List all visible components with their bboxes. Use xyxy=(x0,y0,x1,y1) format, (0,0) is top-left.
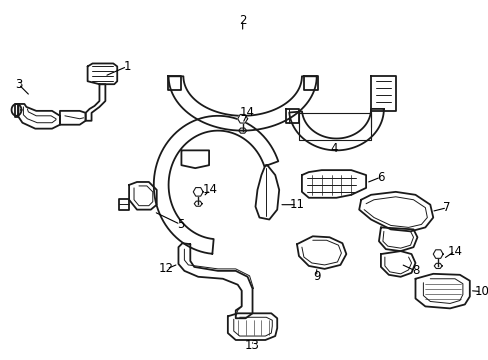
Text: 14: 14 xyxy=(240,106,255,120)
Polygon shape xyxy=(119,199,129,210)
Polygon shape xyxy=(129,182,157,210)
Text: 14: 14 xyxy=(202,183,217,196)
Polygon shape xyxy=(255,165,279,220)
Text: 4: 4 xyxy=(330,142,338,155)
Text: 3: 3 xyxy=(15,78,22,91)
Polygon shape xyxy=(296,236,346,269)
Text: 11: 11 xyxy=(289,198,304,211)
Polygon shape xyxy=(168,76,316,131)
Polygon shape xyxy=(237,114,247,123)
Polygon shape xyxy=(167,76,181,90)
Text: 6: 6 xyxy=(376,171,384,184)
Polygon shape xyxy=(289,109,383,150)
Polygon shape xyxy=(432,250,442,258)
Polygon shape xyxy=(193,188,203,196)
Text: 1: 1 xyxy=(123,60,131,73)
Polygon shape xyxy=(178,243,252,318)
Polygon shape xyxy=(370,76,395,111)
Text: 7: 7 xyxy=(443,201,450,214)
Polygon shape xyxy=(87,63,117,84)
Polygon shape xyxy=(181,150,209,168)
Polygon shape xyxy=(301,170,366,198)
Polygon shape xyxy=(303,76,317,90)
Polygon shape xyxy=(60,111,85,125)
Polygon shape xyxy=(19,104,60,129)
Polygon shape xyxy=(359,192,432,231)
Text: 8: 8 xyxy=(411,264,418,277)
Text: 13: 13 xyxy=(244,339,260,352)
Text: 10: 10 xyxy=(473,285,488,298)
Polygon shape xyxy=(380,251,415,277)
Polygon shape xyxy=(85,84,105,121)
Text: 9: 9 xyxy=(312,270,320,283)
Polygon shape xyxy=(285,109,298,123)
Polygon shape xyxy=(415,274,469,309)
Text: 14: 14 xyxy=(447,244,462,258)
Polygon shape xyxy=(153,116,278,254)
Polygon shape xyxy=(15,104,19,117)
Text: 12: 12 xyxy=(159,262,174,275)
Polygon shape xyxy=(227,313,277,340)
Text: 5: 5 xyxy=(176,218,184,231)
Text: 2: 2 xyxy=(239,14,246,27)
Polygon shape xyxy=(378,228,417,251)
